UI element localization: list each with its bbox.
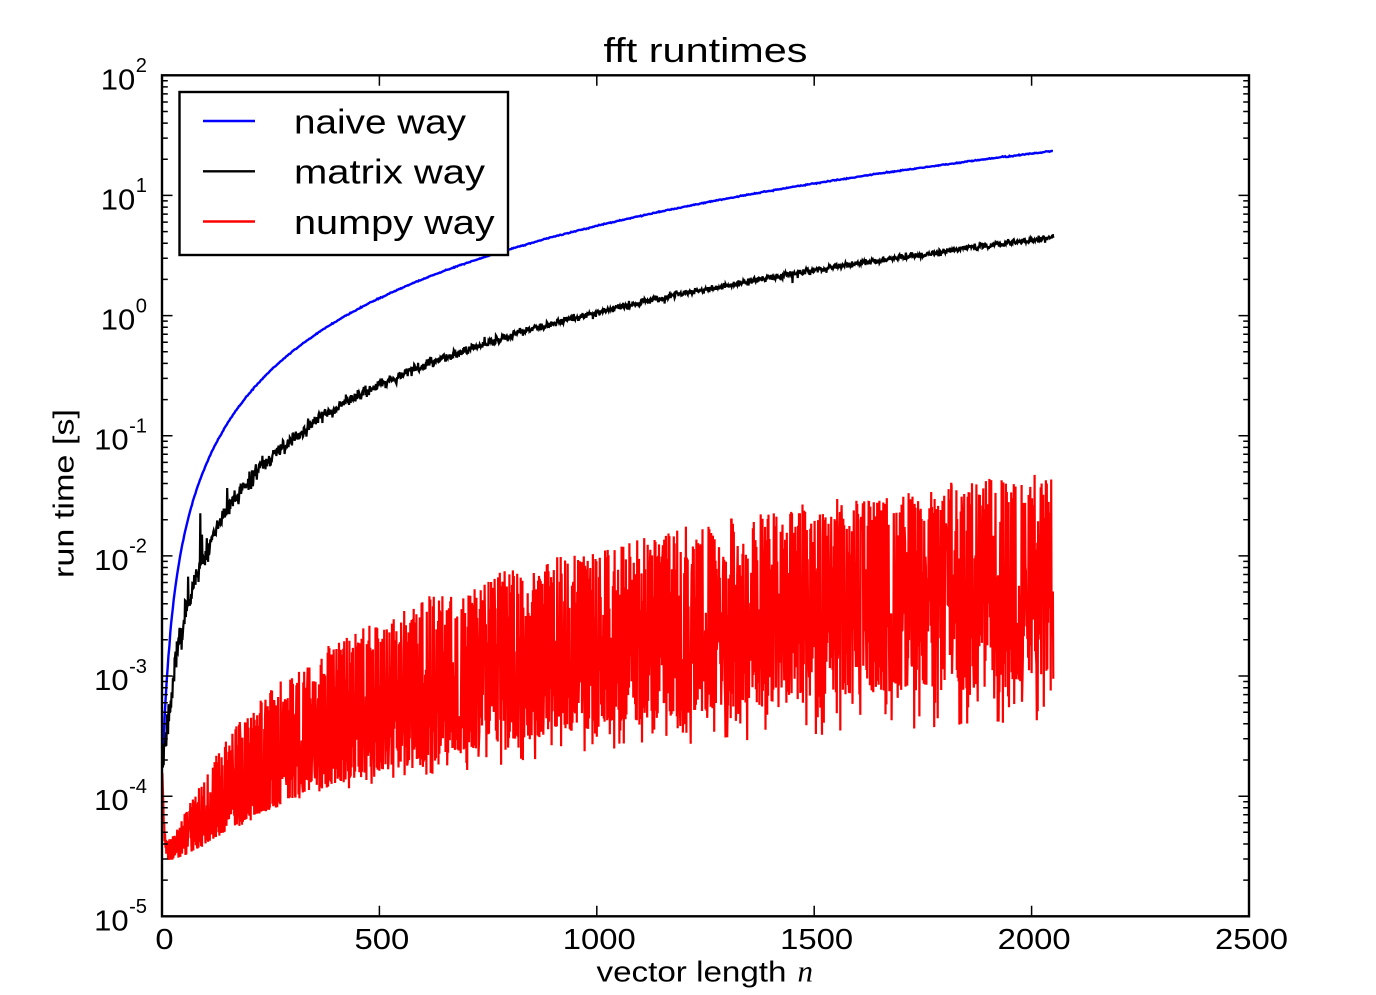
svg-text:1: 1: [136, 175, 147, 197]
svg-text:-3: -3: [129, 656, 147, 678]
svg-text:numpy way: numpy way: [294, 204, 496, 242]
svg-text:10: 10: [94, 785, 129, 817]
svg-text:10: 10: [101, 64, 136, 96]
svg-text:500: 500: [355, 924, 410, 956]
svg-text:10: 10: [94, 665, 129, 697]
svg-text:1500: 1500: [780, 924, 853, 956]
svg-text:2: 2: [136, 55, 147, 77]
svg-text:n: n: [798, 954, 814, 989]
svg-text:-2: -2: [129, 536, 147, 558]
svg-text:matrix way: matrix way: [294, 154, 486, 192]
svg-text:-1: -1: [129, 416, 147, 438]
svg-text:0: 0: [136, 295, 147, 317]
svg-text:10: 10: [101, 305, 136, 337]
svg-text:10: 10: [101, 184, 136, 216]
svg-text:0: 0: [155, 924, 173, 956]
svg-text:naive way: naive way: [294, 103, 467, 141]
svg-text:10: 10: [94, 425, 129, 457]
svg-text:-5: -5: [129, 896, 147, 918]
svg-text:-4: -4: [129, 776, 147, 798]
svg-text:10: 10: [94, 905, 129, 937]
svg-text:1000: 1000: [563, 924, 636, 956]
svg-text:2500: 2500: [1215, 924, 1288, 956]
svg-text:fft runtimes: fft runtimes: [604, 32, 808, 70]
svg-text:vector length: vector length: [597, 957, 787, 989]
svg-text:10: 10: [94, 545, 129, 577]
svg-text:run time [s]: run time [s]: [49, 409, 81, 578]
svg-text:2000: 2000: [998, 924, 1071, 956]
